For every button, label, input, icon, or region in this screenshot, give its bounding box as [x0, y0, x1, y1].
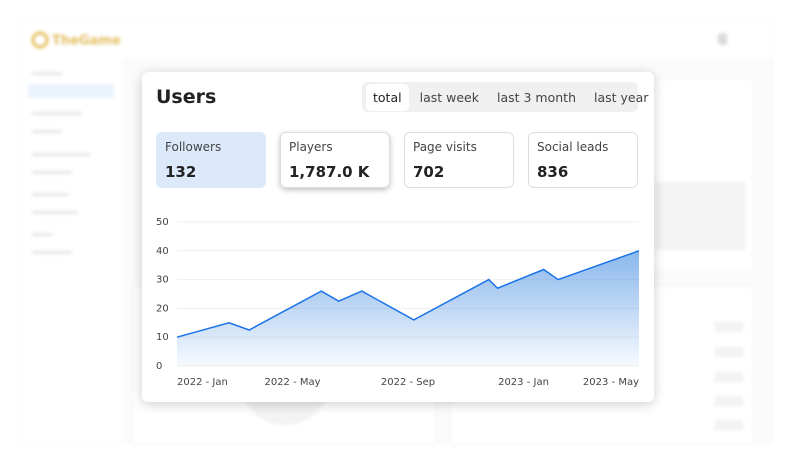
nav-active	[28, 84, 114, 98]
x-tick-label: 2022 - Jan	[177, 377, 228, 388]
stat-value: 1,787.0 K	[289, 163, 370, 181]
chart: 0 10 20 30 40 50 2022 - Jan 2022 - May 2022 - Se…	[156, 217, 640, 388]
x-tick-label: 2022 - Sep	[381, 377, 435, 388]
stat-label: Followers	[165, 140, 222, 154]
stat-box[interactable]: Players 1,787.0 K	[280, 132, 390, 188]
x-tick-label: 2023 - Jan	[498, 377, 549, 388]
card-title: Users	[156, 86, 217, 108]
y-tick-label: 50	[156, 217, 169, 228]
stat-value: 132	[165, 163, 197, 181]
stat-label: Players	[289, 140, 333, 154]
stat-box[interactable]: Followers 132	[156, 132, 266, 188]
brand: TheGame	[52, 34, 121, 49]
tab[interactable]: last week	[419, 89, 479, 105]
y-tick-label: 30	[156, 275, 169, 286]
y-tick-label: 10	[156, 332, 169, 343]
tab[interactable]: last 3 month	[496, 89, 576, 105]
users-card: Users total last week last 3 month last yea…	[142, 72, 654, 402]
line	[176, 250, 640, 338]
tab[interactable]: total	[366, 83, 409, 111]
sidebar	[22, 58, 122, 442]
logo	[31, 31, 49, 49]
tab-group: total last week last 3 month last year	[362, 82, 648, 112]
stat-box[interactable]: Social leads 836	[528, 132, 638, 188]
y-tick-label: 0	[156, 361, 162, 372]
stat-box[interactable]: Page visits 702	[404, 132, 514, 188]
stat-value: 702	[413, 163, 445, 181]
topbar	[22, 22, 772, 58]
y-tick-label: 40	[156, 246, 169, 257]
stat-value: 836	[537, 163, 569, 181]
x-tick-label: 2022 - May	[264, 377, 320, 388]
bell	[718, 33, 727, 45]
stat-label: Page visits	[413, 140, 477, 154]
area	[177, 250, 639, 366]
tab[interactable]: last year	[594, 89, 649, 105]
stat-label: Social leads	[537, 140, 609, 154]
x-tick-label: 2023 - May	[583, 377, 639, 388]
y-tick-label: 20	[156, 303, 169, 314]
